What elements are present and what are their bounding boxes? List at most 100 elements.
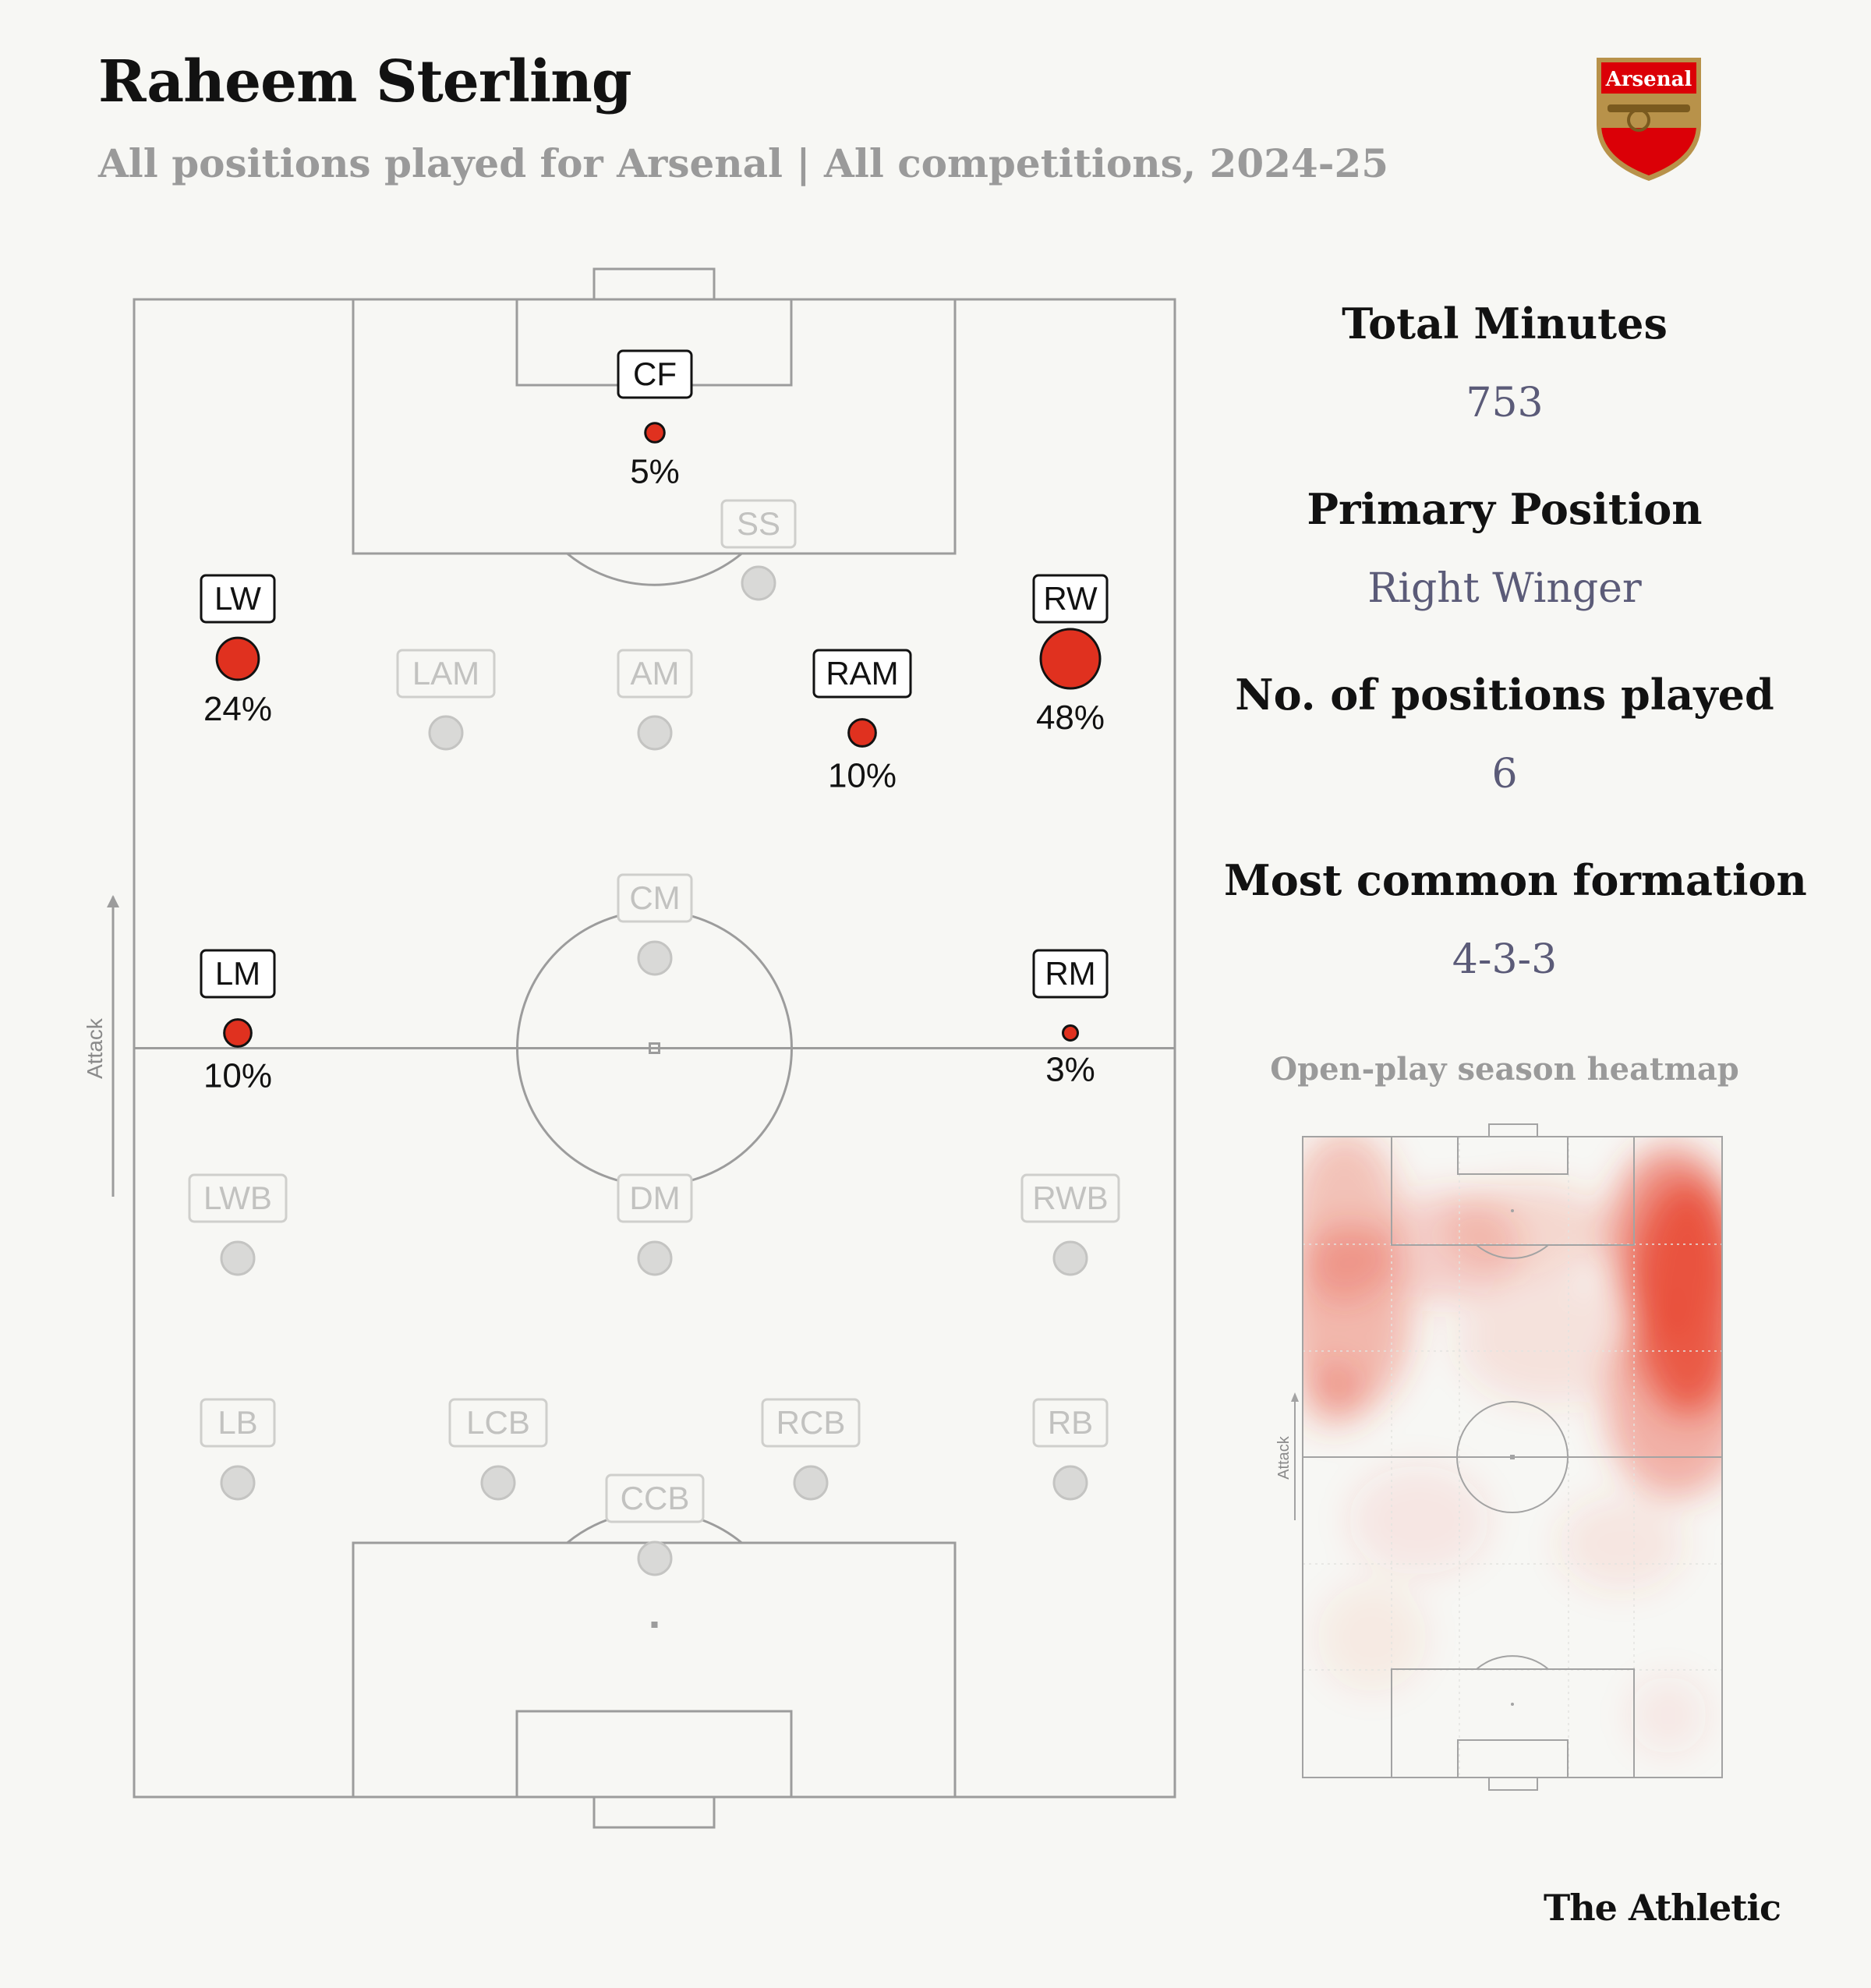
position-marker-inactive xyxy=(741,565,776,601)
position-label-box xyxy=(448,1398,548,1448)
goal-bottom xyxy=(592,1795,716,1829)
heatmap-centre-circle xyxy=(1456,1401,1569,1513)
position-label: RCB xyxy=(776,1404,846,1441)
position-label-box xyxy=(720,499,797,549)
position-label: RB xyxy=(1048,1404,1093,1441)
heatmap-penalty-area-bottom xyxy=(1391,1668,1635,1778)
heat-blob xyxy=(1458,1279,1645,1403)
position-label-box xyxy=(617,873,693,923)
page-subtitle: All positions played for Arsenal | All c… xyxy=(98,140,1389,186)
position-label-box xyxy=(200,949,276,999)
position-marker-active xyxy=(215,636,260,681)
position-marker-inactive xyxy=(480,1465,516,1501)
position-label-box xyxy=(200,1398,276,1448)
brand-logo: The Athletic xyxy=(1543,1887,1781,1929)
position-label-box xyxy=(200,574,276,624)
position-label: LAM xyxy=(412,655,479,692)
heatmap-penalty-spot-top xyxy=(1511,1209,1514,1212)
position-marker-active xyxy=(644,422,666,444)
position-marker-inactive xyxy=(220,1240,256,1276)
position-label: RW xyxy=(1043,580,1098,617)
heatmap-penalty-spot-bottom xyxy=(1511,1703,1514,1706)
position-label-box xyxy=(812,649,912,699)
penalty-spot-bottom xyxy=(651,1622,658,1628)
position-value-label: 3% xyxy=(1045,1051,1095,1089)
penalty-arc-top xyxy=(566,552,743,586)
stat-common-formation: Most common formation 4-3-3 xyxy=(1224,853,1807,989)
position-marker-inactive xyxy=(428,715,464,751)
heatmap-pitch xyxy=(1302,1123,1723,1791)
position-markers: SS LAM AM CM LWB DM RWB LB LCB RCB RB CCB CF 5% LW 24% R… xyxy=(188,349,1120,1576)
position-value-label: 10% xyxy=(828,756,897,794)
heat-blob xyxy=(1349,1466,1489,1575)
position-marker-inactive xyxy=(637,715,673,751)
stat-value: 753 xyxy=(1466,380,1544,426)
position-marker-active xyxy=(1039,628,1102,690)
heat-blobs xyxy=(1303,1137,1722,1754)
stat-label: Primary Position xyxy=(1307,484,1703,534)
position-label: DM xyxy=(629,1180,680,1216)
position-label: SS xyxy=(737,505,780,542)
position-label-box xyxy=(617,349,693,399)
goal-top xyxy=(592,267,716,301)
position-marker-inactive xyxy=(637,1541,673,1576)
heat-blob xyxy=(1442,1185,1614,1279)
stat-total-minutes: Total Minutes 753 xyxy=(1224,296,1785,432)
heatmap-six-yard-bottom xyxy=(1457,1739,1569,1778)
position-marker-active xyxy=(847,718,877,748)
heatmap-centre-spot xyxy=(1510,1455,1515,1459)
heat-blob xyxy=(1610,1146,1722,1333)
stat-label: No. of positions played xyxy=(1235,670,1774,720)
page-title: Raheem Sterling xyxy=(98,48,632,115)
heatmap-attack-arrow-head xyxy=(1291,1392,1299,1402)
heatmap-arc-bottom xyxy=(1476,1655,1549,1670)
position-label: RAM xyxy=(826,655,898,692)
attack-axis-label: Attack xyxy=(83,1017,107,1079)
position-marker-active xyxy=(1062,1024,1079,1042)
heatmap-attack-label: Attack xyxy=(1275,1435,1293,1480)
arsenal-crest-logo: Arsenal xyxy=(1597,58,1701,181)
position-label-box xyxy=(1032,949,1109,999)
heatmap-goal-bottom xyxy=(1488,1777,1538,1791)
position-label: AM xyxy=(631,655,680,692)
position-value-label: 10% xyxy=(203,1056,272,1095)
position-label-box xyxy=(1032,1398,1109,1448)
position-label: CCB xyxy=(621,1480,690,1516)
position-label: CF xyxy=(633,356,677,392)
position-label: CM xyxy=(629,879,680,916)
heatmap-goal-top xyxy=(1488,1123,1538,1137)
position-label: LW xyxy=(214,580,261,617)
heat-blob xyxy=(1303,1224,1411,1411)
position-marker-inactive xyxy=(637,940,673,976)
stat-positions-played: No. of positions played 6 xyxy=(1224,667,1785,803)
heat-blob xyxy=(1303,1364,1364,1427)
position-marker-inactive xyxy=(220,1465,256,1501)
position-label: LWB xyxy=(203,1180,272,1216)
position-marker-inactive xyxy=(1052,1465,1088,1501)
position-label: LCB xyxy=(466,1404,530,1441)
position-value-label: 5% xyxy=(630,452,680,490)
position-label: RM xyxy=(1045,955,1095,992)
stats-panel: Total Minutes 753 Primary Position Right… xyxy=(1224,296,1807,1038)
stat-value: 4-3-3 xyxy=(1452,936,1558,983)
svg-text:Arsenal: Arsenal xyxy=(1605,68,1692,91)
position-label: RWB xyxy=(1032,1180,1108,1216)
heat-blob xyxy=(1317,1583,1427,1692)
stat-value: Right Winger xyxy=(1367,565,1642,612)
attack-arrow-head xyxy=(107,895,119,907)
heatmap-six-yard-top xyxy=(1457,1136,1569,1175)
position-label-box xyxy=(1020,1173,1120,1223)
heatmap-arc-top xyxy=(1476,1244,1549,1259)
position-label-box xyxy=(605,1473,705,1523)
position-label-box xyxy=(617,1173,693,1223)
position-label-box xyxy=(188,1173,288,1223)
position-label-box xyxy=(396,649,496,699)
stat-value: 6 xyxy=(1491,751,1518,798)
position-label-box xyxy=(761,1398,861,1448)
position-label-box xyxy=(1032,574,1109,624)
position-value-label: 24% xyxy=(203,690,272,728)
stat-label: Most common formation xyxy=(1224,855,1807,905)
position-label: LB xyxy=(218,1404,257,1441)
stat-primary-position: Primary Position Right Winger xyxy=(1224,482,1785,617)
position-marker-inactive xyxy=(1052,1240,1088,1276)
